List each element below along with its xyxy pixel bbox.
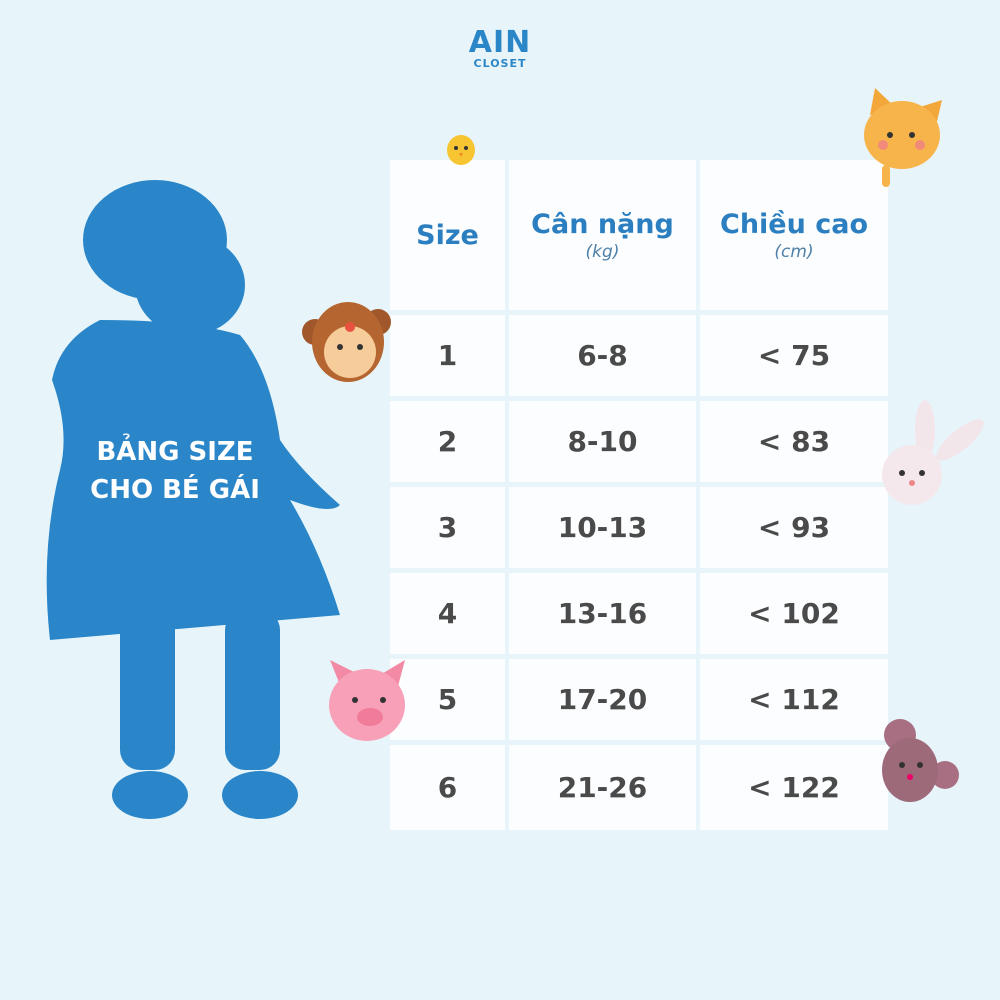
girl-silhouette-icon <box>46 180 341 819</box>
logo-text: AIN <box>468 25 532 60</box>
table-cell: < 112 <box>700 659 888 740</box>
table-cell: < 93 <box>700 487 888 568</box>
title-line-2: CHO BÉ GÁI <box>90 475 260 505</box>
table-cell: 2 <box>390 401 505 482</box>
table-cell: < 122 <box>700 745 888 830</box>
table-cell: 13-16 <box>509 573 696 654</box>
size-table: Size Cân nặng (kg) Chiều cao (cm) 1 6-8 < … <box>390 160 888 830</box>
title-line-1: BẢNG SIZE <box>96 437 254 467</box>
header-weight: Cân nặng (kg) <box>509 160 696 310</box>
brand-logo: AIN CLOSET <box>462 28 538 70</box>
mouse-icon <box>882 719 959 802</box>
table-cell: 21-26 <box>509 745 696 830</box>
table-cell: 3 <box>390 487 505 568</box>
table-cell: 4 <box>390 573 505 654</box>
table-cell: 10-13 <box>509 487 696 568</box>
chart-title: BẢNG SIZE CHO BÉ GÁI <box>60 433 290 509</box>
rabbit-icon <box>882 400 984 505</box>
table-cell: 6-8 <box>509 315 696 396</box>
table-cell: 8-10 <box>509 401 696 482</box>
table-cell: 1 <box>390 315 505 396</box>
table-cell: < 83 <box>700 401 888 482</box>
cat-icon <box>864 88 942 187</box>
table-cell: 6 <box>390 745 505 830</box>
chick-icon <box>447 135 475 165</box>
pig-icon <box>329 660 405 741</box>
monkey-icon <box>302 302 391 382</box>
table-cell: < 102 <box>700 573 888 654</box>
table-cell: 5 <box>390 659 505 740</box>
header-label: Size <box>416 219 479 251</box>
header-label: Cân nặng <box>531 208 674 240</box>
table-cell: < 75 <box>700 315 888 396</box>
header-label: Chiều cao <box>720 208 868 240</box>
header-unit: (kg) <box>585 241 620 262</box>
table-cell: 17-20 <box>509 659 696 740</box>
header-unit: (cm) <box>774 241 814 262</box>
logo-subtext: CLOSET <box>473 57 527 70</box>
header-size: Size <box>390 160 505 310</box>
header-height: Chiều cao (cm) <box>700 160 888 310</box>
